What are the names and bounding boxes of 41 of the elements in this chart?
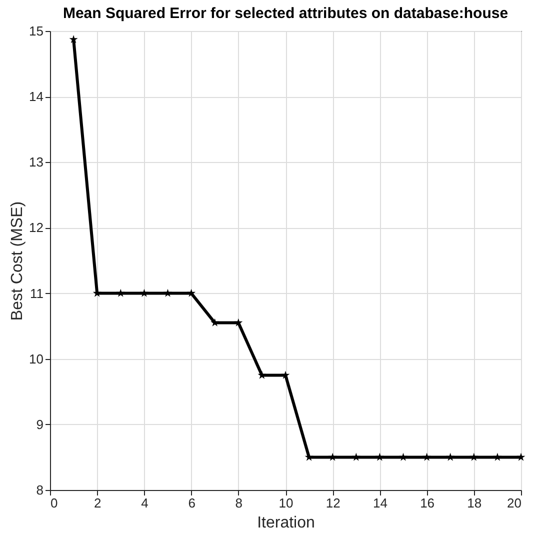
- point: [281, 370, 290, 379]
- x-tick-label: 14: [372, 496, 388, 510]
- point: [470, 452, 478, 461]
- point: [399, 452, 408, 461]
- point: [187, 288, 196, 297]
- point: [516, 452, 526, 461]
- point: [328, 452, 337, 461]
- point: [422, 452, 432, 461]
- x-tick-label: 12: [326, 496, 340, 510]
- y-tick-label: 14: [29, 89, 44, 104]
- point: [234, 318, 243, 326]
- point: [304, 452, 314, 461]
- x-tick-label: 6: [188, 496, 196, 510]
- y-axis-title: Best Cost (MSE): [9, 201, 26, 321]
- y-tick-label: 12: [29, 220, 44, 236]
- point: [210, 318, 220, 326]
- point: [258, 370, 266, 379]
- x-tick-label: 4: [141, 496, 148, 510]
- point: [493, 452, 502, 461]
- y-tick-label: 13: [29, 154, 44, 170]
- x-axis-title: Iteration: [257, 514, 315, 532]
- point: [140, 288, 148, 297]
- y-tick-label: 8: [36, 482, 44, 498]
- point: [164, 288, 172, 297]
- y-tick-label: 15: [29, 24, 44, 38]
- x-tick-label: 8: [235, 496, 243, 510]
- point: [69, 35, 78, 44]
- point: [116, 288, 125, 297]
- y-tick-label: 10: [29, 351, 44, 366]
- x-tick-label: 10: [278, 496, 294, 510]
- x-tick-label: 0: [50, 496, 58, 510]
- point: [352, 452, 360, 461]
- y-tick-label: 11: [30, 286, 44, 301]
- x-tick-label: 20: [507, 496, 522, 510]
- chart-title: Mean Squared Error for selected attributes on database:house: [62, 5, 508, 22]
- x-tick-label: 18: [467, 496, 482, 510]
- point: [446, 452, 455, 461]
- y-tick-label: 9: [36, 416, 44, 432]
- x-tick-label: 16: [420, 496, 435, 510]
- x-tick-label: 2: [94, 496, 102, 510]
- point: [375, 452, 384, 461]
